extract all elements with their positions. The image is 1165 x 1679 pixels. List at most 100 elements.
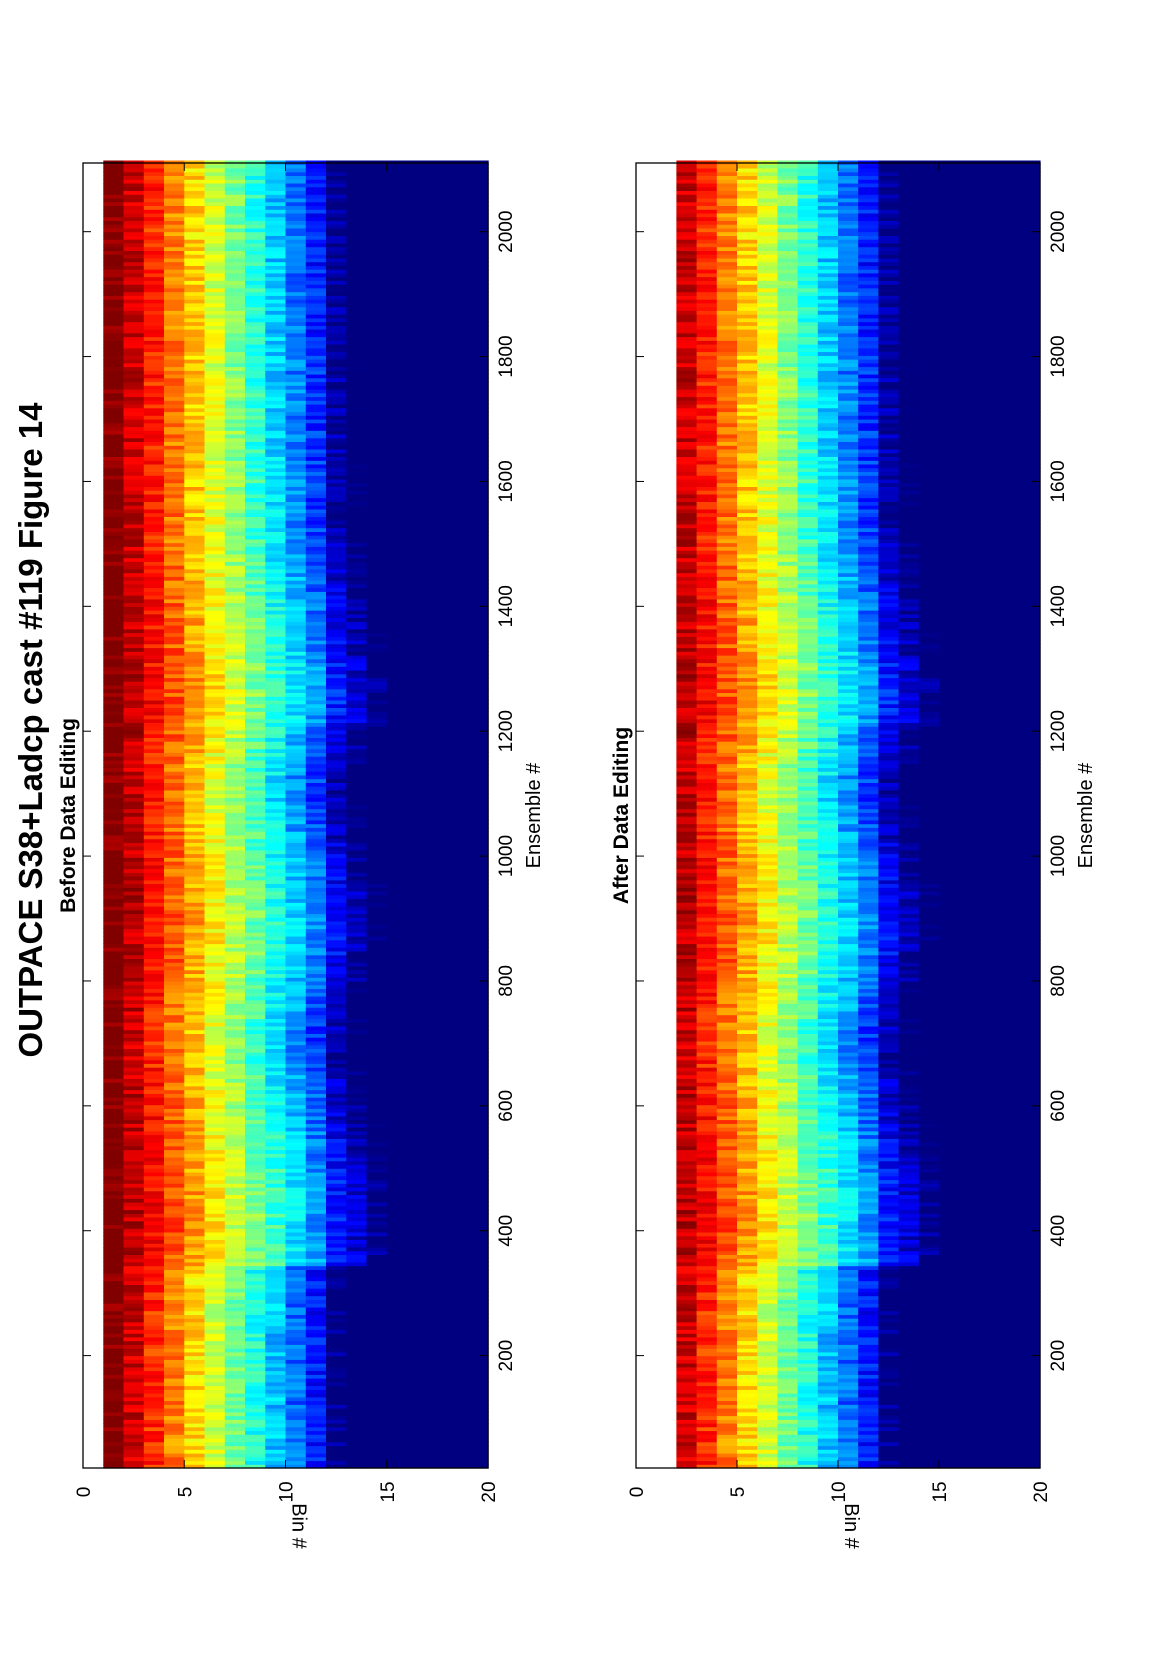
heatmap-cell (366, 969, 388, 974)
heatmap-cell (204, 239, 226, 244)
heatmap-cell (285, 1127, 307, 1132)
heatmap-cell (245, 767, 266, 772)
heatmap-cell (143, 681, 165, 686)
heatmap-cell (224, 853, 246, 858)
heatmap-cell (265, 838, 287, 843)
heatmap-cell (305, 1374, 327, 1379)
heatmap-cell (285, 1438, 307, 1443)
heatmap-cell (164, 254, 185, 259)
heatmap-cell (285, 366, 307, 371)
heatmap-cell (285, 527, 307, 532)
heatmap-cell (204, 377, 226, 383)
heatmap-cell (103, 445, 125, 450)
heatmap-cell (305, 1385, 327, 1390)
heatmap-cell (204, 958, 226, 963)
heatmap-cell (346, 542, 368, 547)
heatmap-cell (164, 411, 185, 416)
heatmap-cell (265, 325, 287, 330)
heatmap-cell (184, 568, 206, 574)
heatmap-cell (164, 1284, 185, 1289)
heatmap-cell (265, 617, 287, 622)
heatmap-cell (143, 1445, 165, 1450)
heatmap-cell (164, 336, 185, 341)
heatmap-cell (366, 625, 388, 630)
heatmap-cell (245, 576, 266, 581)
heatmap-cell (184, 1213, 206, 1218)
heatmap-cell (184, 1108, 206, 1113)
heatmap-cell (204, 1243, 226, 1248)
heatmap-cell (224, 572, 246, 577)
heatmap-cell (245, 505, 266, 510)
heatmap-cell (204, 992, 226, 997)
heatmap-cell (143, 628, 165, 634)
heatmap-cell (184, 1127, 206, 1132)
heatmap-cell (285, 891, 307, 896)
heatmap-cell (265, 808, 287, 813)
heatmap-cell (224, 685, 246, 690)
heatmap-cell (285, 752, 307, 757)
heatmap-cell (285, 179, 307, 184)
heatmap-cell (245, 475, 266, 480)
heatmap-cell (346, 1018, 368, 1023)
heatmap-cell (265, 1310, 287, 1315)
heatmap-cell (164, 1097, 185, 1102)
heatmap-cell (224, 610, 246, 615)
heatmap-cell (285, 954, 307, 959)
heatmap-cell (103, 1149, 125, 1154)
heatmap-cell (346, 422, 368, 428)
heatmap-cell (103, 655, 125, 660)
heatmap-cell (164, 1130, 185, 1136)
heatmap-cell (265, 478, 287, 484)
heatmap-cell (386, 1235, 408, 1240)
heatmap-cell (305, 347, 327, 353)
heatmap-cell (103, 557, 125, 562)
heatmap-cell (245, 1097, 266, 1102)
heatmap-cell (204, 1108, 226, 1113)
heatmap-cell (103, 538, 125, 544)
heatmap-cell (346, 774, 368, 780)
heatmap-cell (366, 198, 388, 203)
heatmap-cell (346, 456, 368, 461)
heatmap-cell (103, 943, 125, 948)
heatmap-cell (245, 1445, 266, 1450)
heatmap-cell (245, 389, 266, 394)
heatmap-cell (103, 1411, 125, 1417)
heatmap-cell (366, 666, 388, 671)
heatmap-cell (265, 1243, 287, 1248)
heatmap-cell (346, 887, 368, 892)
heatmap-cell (204, 385, 226, 390)
heatmap-cell (366, 1130, 388, 1136)
heatmap-cell (204, 1239, 226, 1244)
heatmap-cell (123, 568, 145, 574)
heatmap-cell (265, 347, 287, 353)
heatmap-cell (366, 493, 388, 499)
heatmap-cell (285, 1321, 307, 1327)
heatmap-cell (326, 984, 347, 989)
heatmap-cell (265, 1333, 287, 1338)
heatmap-cell (103, 1220, 125, 1225)
heatmap-cell (386, 1172, 408, 1177)
heatmap-cell (346, 1220, 368, 1225)
heatmap-cell (265, 677, 287, 682)
heatmap-cell (285, 1441, 307, 1447)
heatmap-cell (103, 1400, 125, 1405)
heatmap-cell (305, 201, 327, 206)
heatmap-cell (326, 662, 347, 667)
heatmap-cell (326, 999, 347, 1004)
heatmap-cell (164, 280, 185, 285)
heatmap-cell (224, 962, 246, 967)
heatmap-cell (265, 876, 287, 881)
heatmap-cell (366, 1168, 388, 1173)
heatmap-cell (123, 849, 145, 855)
heatmap-cell (164, 1411, 185, 1417)
heatmap-cell (346, 1430, 368, 1435)
heatmap-cell (326, 531, 347, 536)
heatmap-cell (204, 1396, 226, 1402)
heatmap-cell (123, 1115, 145, 1121)
heatmap-cell (326, 759, 347, 765)
heatmap-cell (143, 422, 165, 428)
heatmap-cell (326, 613, 347, 619)
heatmap-cell (103, 673, 125, 679)
heatmap-cell (164, 269, 185, 274)
heatmap-cell (103, 370, 125, 375)
